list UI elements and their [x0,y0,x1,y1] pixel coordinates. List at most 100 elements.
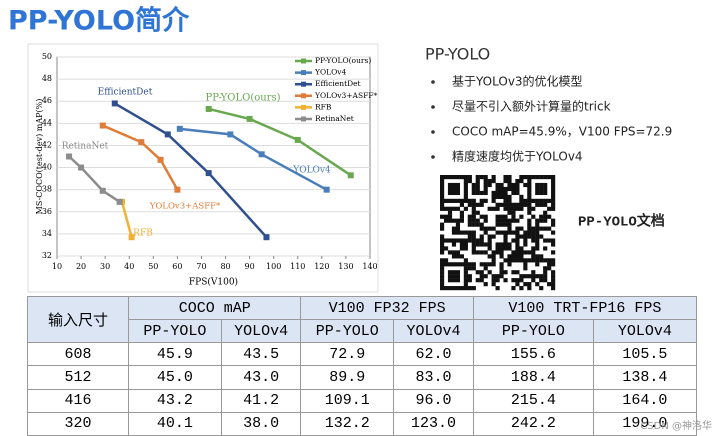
qr-module [551,198,556,203]
qr-module [475,218,480,223]
series-line [120,201,133,238]
qr-module [459,238,464,243]
qr-module [443,238,449,243]
table-row: 输入尺寸 COCO mAP V100 FP32 FPS V100 TRT-FP16 F… [27,295,698,344]
qr-module [515,226,520,231]
qr-module [483,186,488,192]
qr-module [515,186,520,192]
y-tick-label: 50 [42,52,52,61]
qr-module [523,266,528,271]
point [78,164,85,171]
qr-module [471,286,476,291]
qr-module [539,234,544,239]
qr-module [447,214,453,219]
x-axis-title: FPS(V100) [189,277,238,288]
qr-module [447,274,453,279]
qr-module [535,238,540,243]
qr-module [511,210,516,215]
qr-module [531,234,536,239]
qr-module [515,258,520,263]
qr-module [463,246,468,251]
table-cell: 199.0 [592,411,698,436]
qr-module [467,202,472,207]
qr-module [440,270,445,275]
qr-module [523,238,528,243]
qr-module [483,214,488,219]
qr-module [443,206,449,211]
qr-module [519,278,524,283]
qr-module [455,238,461,243]
qr-module [471,250,476,255]
point [176,125,183,132]
table-cell: 83.0 [393,365,474,390]
qr-module [503,230,508,235]
qr-module [463,262,468,267]
qr-module [475,250,480,255]
qr-module [511,202,516,207]
qr-module [547,238,552,243]
qr-module [440,178,445,184]
qr-module [451,190,457,196]
qr-module [515,254,520,259]
qr-module [459,214,464,219]
qr-module [515,230,520,235]
qr-module [491,254,496,259]
qr-module [483,282,488,287]
qr-module [467,218,472,223]
qr-module [507,242,512,247]
qr-module [491,190,496,196]
qr-module [467,234,472,239]
qr-module [479,198,484,203]
qr-module [543,175,548,180]
qr-module [535,190,540,196]
qr-module [527,274,532,279]
qr-module [507,254,512,259]
qr-module [507,182,512,188]
qr-module [519,175,524,180]
slide-top: PP-YOLO简介 PP-YOLO PP-YOLO文档 32 34 36 38 40 42… [8,5,672,293]
point [164,131,171,138]
qr-module [495,242,500,247]
qr-module [535,274,540,279]
qr-module [511,182,516,188]
qr-module [519,254,524,259]
qr-module [440,286,445,291]
qr-module [515,242,520,247]
qr-module [519,274,524,279]
table-cell: 89.9 [300,365,395,390]
y-tick-label: 36 [42,207,52,216]
qr-module [491,250,496,255]
qr-module [523,282,528,287]
series-line [208,107,352,177]
qr-module [543,278,548,283]
qr-module [495,230,500,235]
qr-module [523,242,528,247]
qr-module [515,234,520,239]
qr-module [451,270,457,275]
qr-module [551,202,556,207]
table-cell: 43.0 [220,365,302,390]
table-cell: 188.4 [472,365,594,390]
qr-module [515,202,520,207]
legend-label: PP-YOLO(ours) [315,56,371,65]
x-tick-label: 90 [245,262,255,271]
qr-module [463,258,468,263]
qr-module [551,230,556,235]
qr-module [443,218,449,223]
qr-module [475,182,480,188]
bullet-text: 精度速度均优于YOLOv4 [452,149,583,164]
qr-module [539,258,544,263]
qr-module [479,175,484,180]
table-cell: PP-YOLO [300,319,395,344]
qr-module [543,238,548,243]
y-tick-label: 42 [42,140,52,149]
qr-module [451,182,457,188]
bullet-text: 基于YOLOv3的优化模型 [452,74,583,89]
qr-module [503,214,508,219]
qr-module [535,254,540,259]
qr-module [535,182,540,188]
table-cell: 123.0 [393,411,474,436]
qr-module [471,234,476,239]
qr-module [523,234,528,239]
qr-module [459,210,464,215]
